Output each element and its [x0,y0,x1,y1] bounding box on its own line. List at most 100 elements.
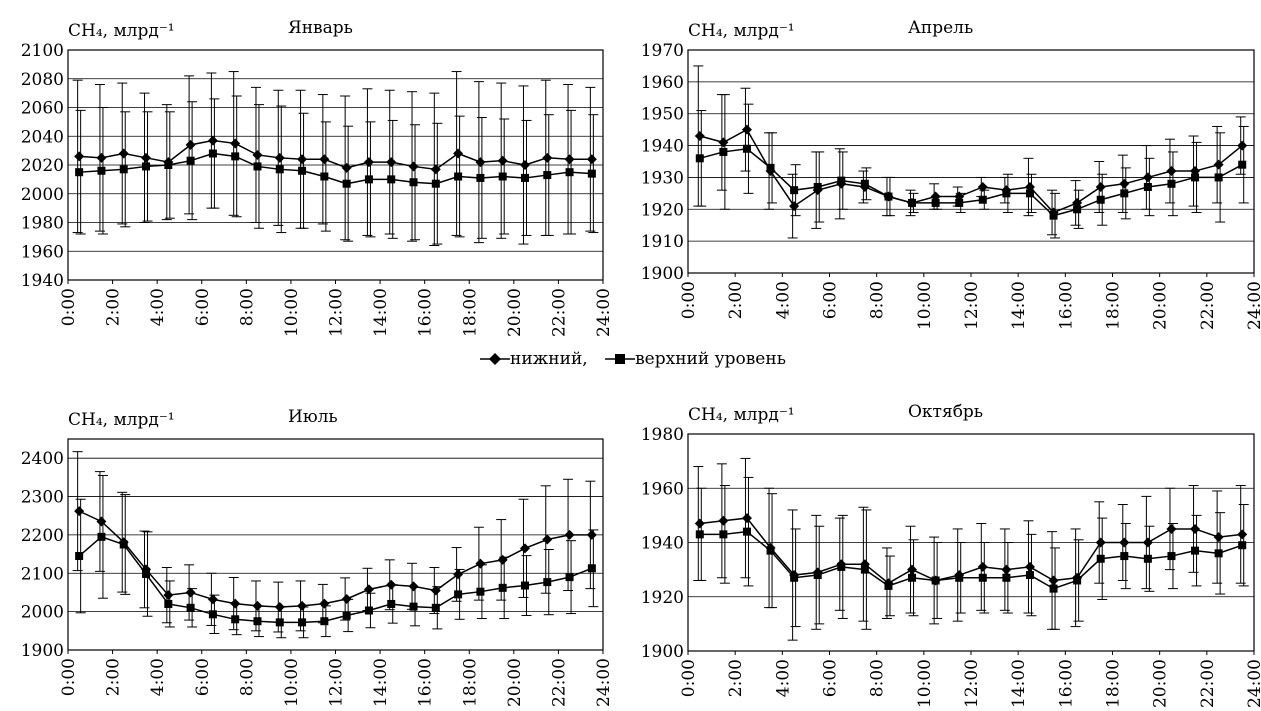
data-point [96,152,107,163]
y-tick-label: 2000 [21,185,64,205]
data-point [119,540,128,549]
x-tick-label: 6:00 [193,658,213,696]
data-point [586,154,597,165]
data-point [908,198,917,207]
data-point [409,602,418,611]
y-tick-label: 1910 [641,232,684,252]
y-tick-label: 2020 [21,156,64,176]
y-axis-label: CH₄, млрд⁻¹ [688,405,795,425]
x-tick-label: 18:00 [1104,659,1124,708]
data-point [564,154,575,165]
data-point [142,162,151,171]
data-point [1214,549,1223,558]
data-point [364,175,373,184]
data-point [1048,575,1059,586]
y-tick-label: 2080 [21,70,64,90]
data-point [1120,189,1129,198]
data-point [1237,140,1248,151]
y-tick-label: 2100 [21,564,64,584]
data-point [542,152,553,163]
data-point [742,527,751,536]
data-point [363,584,374,595]
data-point [790,573,799,582]
data-point [1166,523,1177,534]
data-point [97,166,106,175]
x-tick-label: 10:00 [282,288,302,337]
data-point [1119,537,1130,548]
y-tick-label: 1960 [21,242,64,262]
chart-title: Июль [288,407,338,427]
chart-panel: 1940 1960 1980 2000 2020 2040 2060 2080 2100 0:00… [21,18,614,337]
data-point [97,532,106,541]
data-point [75,552,84,561]
x-tick-label: 16:00 [1056,659,1076,708]
data-point [1167,552,1176,561]
legend-label-upper: верхний уровень [635,349,786,369]
data-point [119,165,128,174]
y-tick-label: 1900 [641,264,684,284]
chart-panel: 1900 1920 1940 1960 1980 0:00 2:00 4:00 6:00 8:00… [641,402,1261,708]
data-point [430,164,441,175]
data-point [298,166,307,175]
series-line [699,517,1243,585]
x-tick-label: 24:00 [1245,659,1261,708]
data-point [1001,564,1012,575]
data-point [430,585,441,596]
data-point [587,169,596,178]
legend-item-lower: нижний, [480,349,588,369]
data-point [718,515,729,526]
data-point [497,155,508,166]
x-tick-label: 20:00 [1151,659,1171,708]
diamond-marker-icon [480,353,510,365]
series-line [699,128,1243,214]
data-point [1073,205,1082,214]
data-point [453,148,464,159]
series-line [78,510,592,608]
data-point [274,152,285,163]
data-point [453,569,464,580]
data-point [695,154,704,163]
chart-panel: 1900 1910 1920 1930 1940 1950 1960 1970 0:00 2:00… [641,18,1261,330]
data-point [1167,179,1176,188]
x-tick-label: 8:00 [237,288,257,326]
y-tick-label: 1900 [21,641,64,661]
x-tick-label: 18:00 [1104,281,1124,330]
x-tick-label: 10:00 [915,659,935,708]
x-tick-label: 2:00 [726,281,746,319]
x-tick-label: 0:00 [679,281,699,319]
data-point [1095,181,1106,192]
data-point [977,181,988,192]
x-tick-label: 24:00 [594,288,614,337]
plot-frame [687,49,1255,274]
x-tick-label: 16:00 [416,288,436,337]
data-point [208,149,217,158]
x-tick-label: 16:00 [416,658,436,707]
y-tick-label: 1950 [641,105,684,125]
x-tick-label: 12:00 [327,288,347,337]
data-point [75,168,84,177]
y-tick-label: 1980 [641,425,684,445]
y-tick-label: 2200 [21,526,64,546]
data-point [520,173,529,182]
data-point [164,161,173,169]
x-tick-label: 14:00 [371,288,391,337]
data-point [342,179,351,188]
square-marker-icon [605,354,636,364]
data-point [1073,576,1082,585]
data-point [1214,173,1223,182]
data-point [741,513,752,524]
data-point [1190,523,1201,534]
data-point [319,598,330,609]
x-tick-label: 20:00 [505,658,525,707]
data-point [565,573,574,582]
data-point [1238,160,1247,169]
data-point [1049,584,1058,593]
data-point [476,173,485,182]
y-tick-label: 1970 [641,41,684,61]
data-point [837,176,846,185]
data-point [790,186,799,195]
data-point [387,599,396,608]
y-tick-label: 2100 [21,41,64,61]
x-tick-label: 12:00 [962,659,982,708]
